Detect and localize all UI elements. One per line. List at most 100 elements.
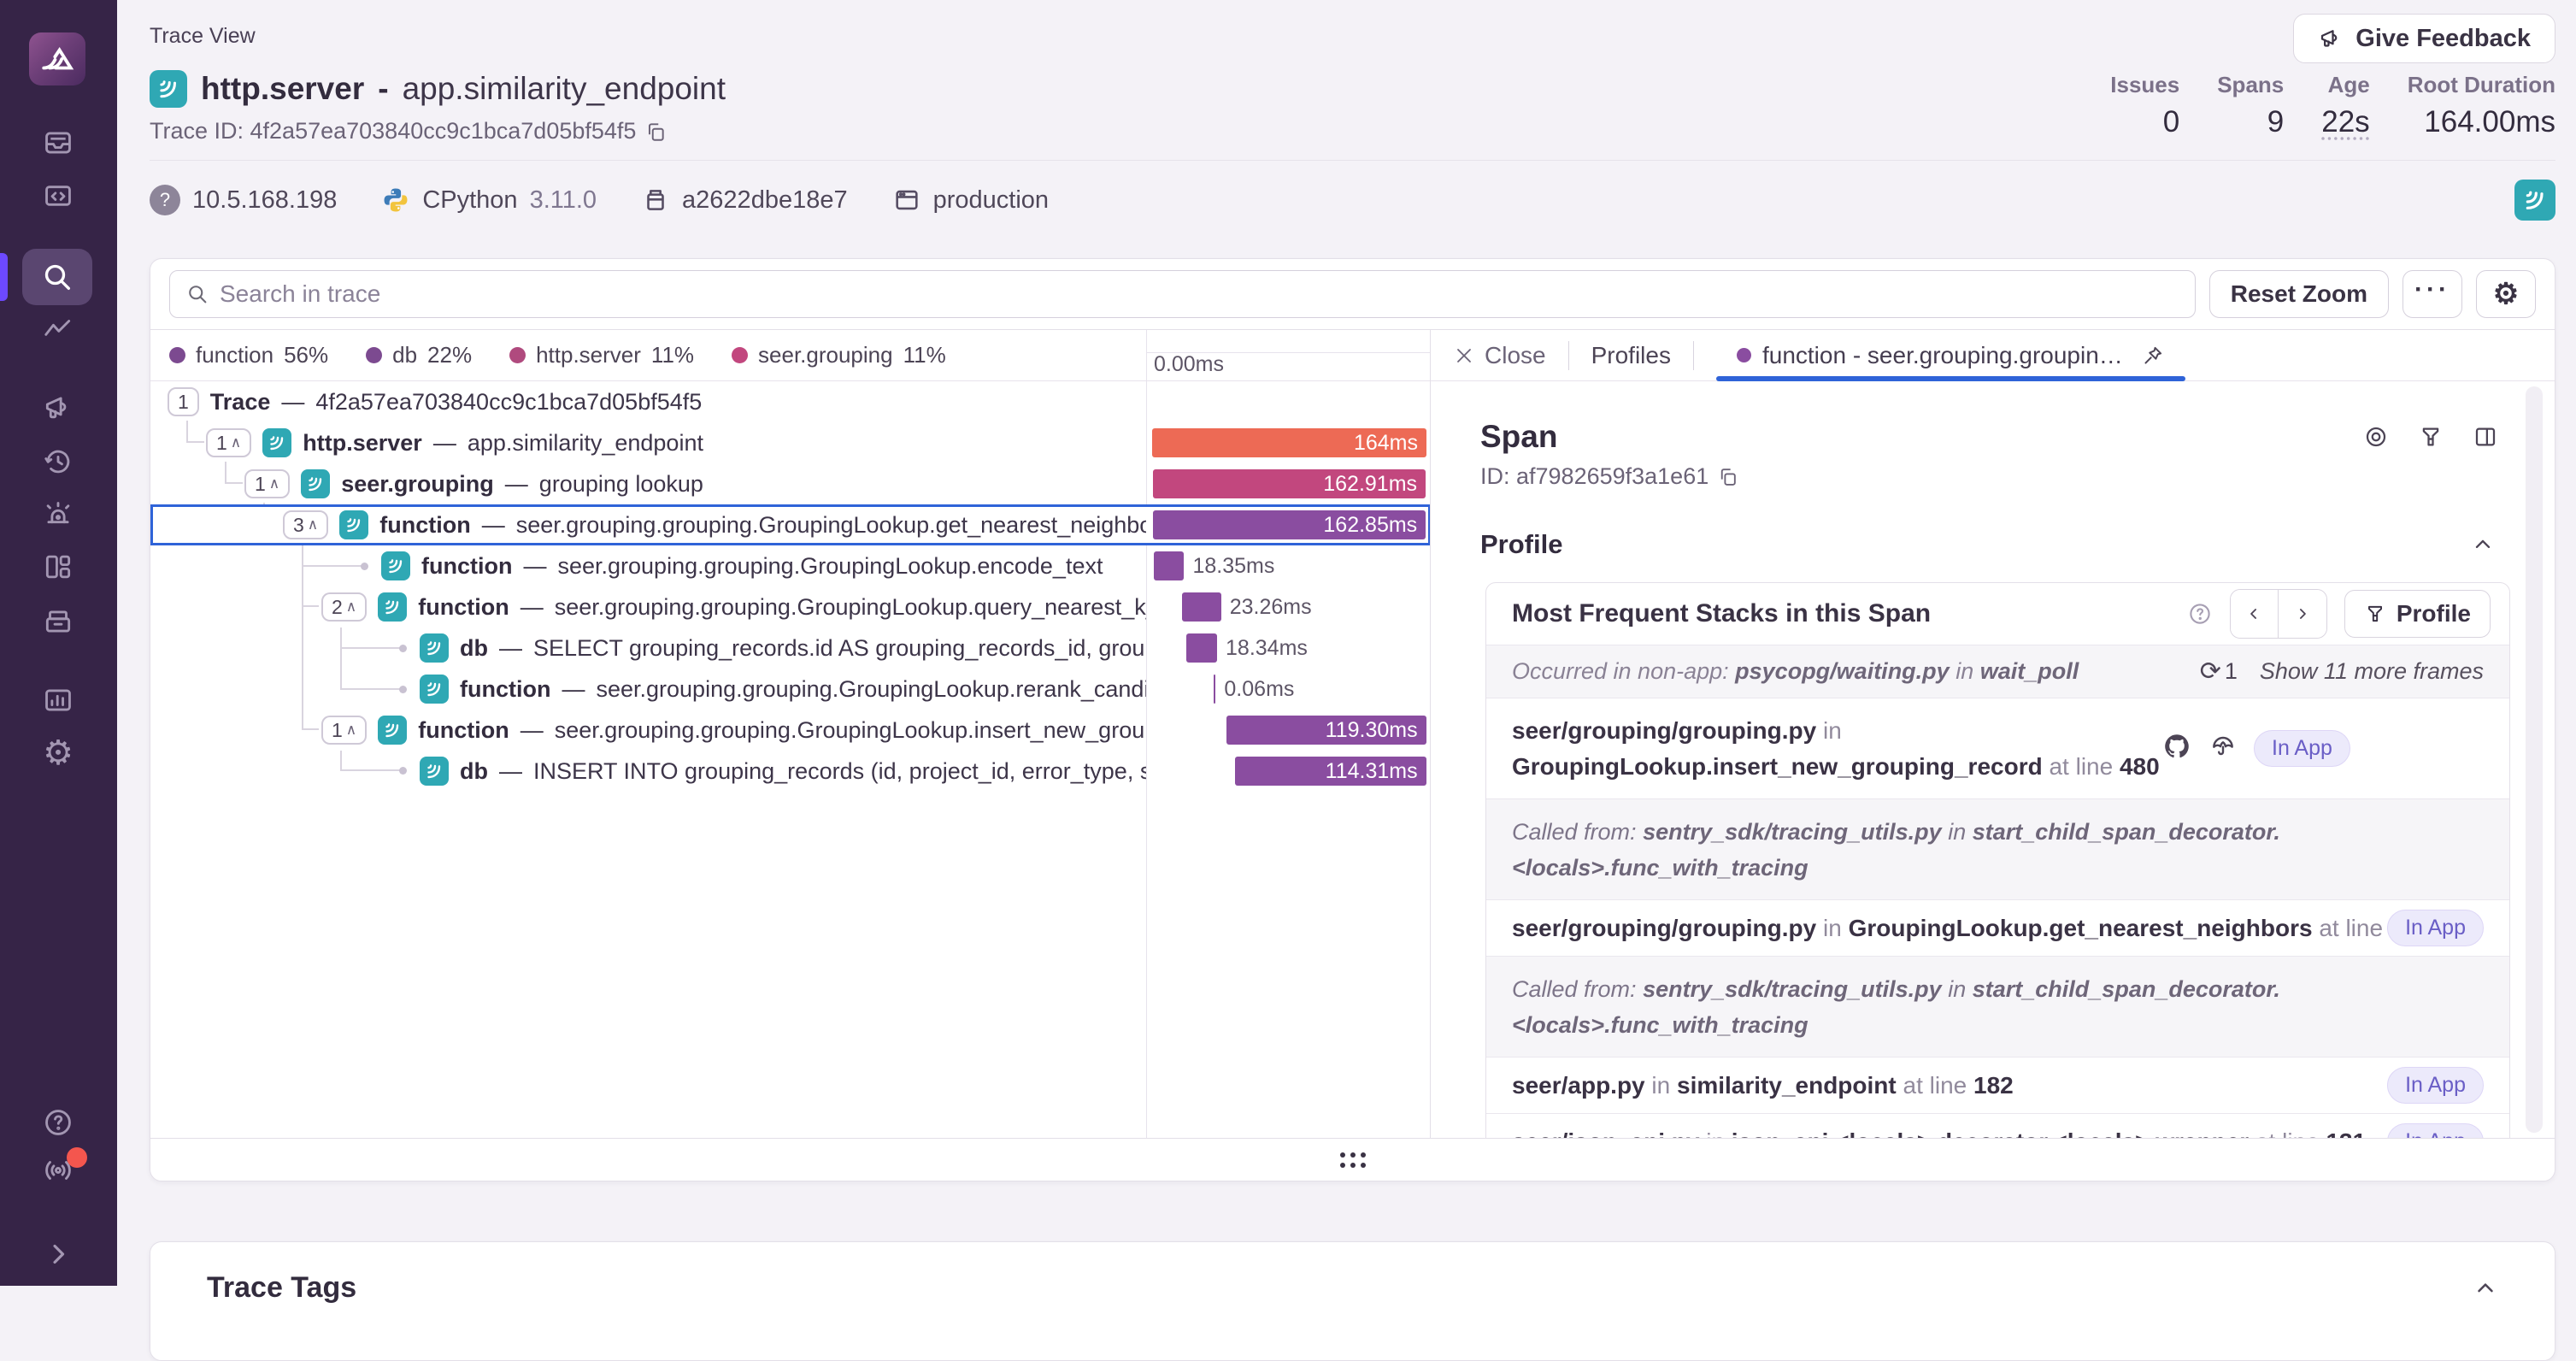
help-icon[interactable]: [39, 1104, 77, 1141]
duration-bar[interactable]: 119.30ms: [1226, 716, 1426, 745]
legend-function[interactable]: function 56%: [169, 342, 328, 368]
sidebar-item-alerts[interactable]: [39, 496, 77, 533]
duration-bar[interactable]: [1186, 633, 1218, 663]
sidebar-item-dashboards[interactable]: [39, 548, 77, 586]
span-row-query-nearest-k[interactable]: 2 ∧ function — seer.grouping.grouping.Group…: [150, 586, 1430, 627]
profile-section-header[interactable]: Profile: [1480, 529, 2495, 560]
copy-icon[interactable]: [644, 121, 667, 143]
span-row-encode-text[interactable]: function — seer.grouping.grouping.Grouping…: [150, 545, 1430, 586]
seer-op-icon: [381, 551, 410, 580]
tab-profiles[interactable]: Profiles: [1591, 341, 1671, 368]
duration-bar[interactable]: [1153, 551, 1185, 580]
stack-frame-row[interactable]: seer/app.py in similarity_endpoint at li…: [1486, 1057, 2509, 1113]
child-count-chip[interactable]: 2 ∧: [321, 592, 368, 622]
give-feedback-button[interactable]: Give Feedback: [2293, 14, 2555, 63]
search-input[interactable]: [220, 280, 2179, 308]
megaphone-icon: [2321, 30, 2338, 47]
sidebar-item-projects[interactable]: [39, 177, 77, 215]
help-icon[interactable]: [2187, 601, 2213, 627]
tree-timeline-divider[interactable]: [1146, 381, 1147, 1138]
prev-stack-button[interactable]: [2230, 590, 2279, 638]
sidebar-item-replays[interactable]: [39, 443, 77, 480]
trace-transaction: app.similarity_endpoint: [402, 71, 726, 106]
stack-frame-row[interactable]: seer/json_api.py in json_api.<locals>.de…: [1486, 1113, 2509, 1138]
meta-environment[interactable]: production: [892, 186, 1049, 215]
duration-label: 18.35ms: [1192, 553, 1275, 578]
duration-bar[interactable]: 114.31ms: [1234, 757, 1426, 786]
sidebar-item-settings[interactable]: ⚙: [43, 734, 74, 772]
meta-ip[interactable]: ? 10.5.168.198: [150, 185, 337, 215]
duration-bar[interactable]: 162.85ms: [1153, 510, 1426, 539]
legend-http-server[interactable]: http.server 11%: [509, 342, 694, 368]
collapse-chevron-icon[interactable]: [2471, 533, 2495, 557]
op-color-dot: [1736, 348, 1751, 362]
github-icon[interactable]: [2161, 731, 2192, 766]
window-icon: [892, 186, 921, 215]
stack-row-occurred: Occurred in non-app: psycopg/waiting.py …: [1486, 645, 2509, 698]
sidebar-item-stats[interactable]: [39, 681, 77, 719]
seer-op-icon: [262, 428, 292, 457]
next-stack-button[interactable]: [2278, 590, 2326, 638]
close-tab-button[interactable]: Close: [1454, 342, 1546, 369]
span-row-seer-grouping[interactable]: 1 ∧ seer.grouping — grouping lookup 162.91m…: [150, 463, 1430, 504]
tab-active-span[interactable]: function - seer.grouping.grouping.G…: [1715, 330, 2185, 381]
split-view-icon[interactable]: [2473, 424, 2498, 450]
trace-op: http.server: [201, 71, 365, 106]
stack-frame-row[interactable]: seer/grouping/grouping.py in GroupingLoo…: [1486, 698, 2509, 798]
legend-seer-grouping[interactable]: seer.grouping 11%: [732, 342, 946, 368]
span-id: ID: af7982659f3a1e61: [1480, 463, 2505, 490]
span-row-rerank-candidates[interactable]: function — seer.grouping.grouping.Grouping…: [150, 669, 1430, 710]
trace-toolbar: Reset Zoom ··· ⚙: [150, 259, 2555, 329]
span-row-get-nearest-neighbors[interactable]: 3 ∧ function — seer.grouping.grouping.Group…: [150, 504, 1430, 545]
duration-bar[interactable]: 162.91ms: [1153, 469, 1426, 498]
child-count-chip[interactable]: 3 ∧: [283, 510, 329, 539]
stat-root-duration: Root Duration 164.00ms: [2407, 72, 2555, 138]
reset-zoom-button[interactable]: Reset Zoom: [2208, 270, 2389, 318]
codecov-icon[interactable]: [2209, 733, 2237, 764]
profile-flame-icon[interactable]: [2418, 424, 2444, 450]
child-count-chip[interactable]: 1 ∧: [206, 428, 252, 457]
meta-runtime[interactable]: CPython 3.11.0: [381, 186, 597, 215]
span-row-http-server[interactable]: 1 ∧ http.server — app.similarity_endpoint 1…: [150, 422, 1430, 463]
in-app-badge: In App: [2387, 1067, 2484, 1104]
sidebar-item-explore[interactable]: [22, 249, 92, 305]
trace-card-footer: [150, 1138, 2555, 1181]
sidebar-item-metrics[interactable]: [39, 310, 77, 348]
show-more-frames-link[interactable]: Show 11 more frames: [2259, 658, 2484, 684]
span-row-db-insert[interactable]: db — INSERT INTO grouping_records (id, pro…: [150, 751, 1430, 792]
resize-handle[interactable]: [1339, 1152, 1366, 1168]
span-row-db-select[interactable]: db — SELECT grouping_records.id AS groupin…: [150, 627, 1430, 669]
seer-platform-icon: [150, 70, 187, 108]
trace-title-row: http.server - app.similarity_endpoint: [150, 70, 726, 108]
legend-db[interactable]: db 22%: [366, 342, 472, 368]
sentry-logo[interactable]: [29, 32, 85, 85]
child-count-chip[interactable]: 1 ∧: [321, 716, 368, 745]
sidebar-item-feedback[interactable]: [39, 389, 77, 427]
trace-search[interactable]: [169, 270, 2196, 318]
span-row-insert-new-grouping[interactable]: 1 ∧ function — seer.grouping.grouping.Group…: [150, 710, 1430, 751]
duration-bar[interactable]: 164ms: [1152, 428, 1426, 457]
stack-frame-row[interactable]: seer/grouping/grouping.py in GroupingLoo…: [1486, 899, 2509, 956]
more-options-button[interactable]: ···: [2403, 270, 2462, 318]
sidebar-expand-icon[interactable]: [39, 1235, 77, 1273]
duration-label: 23.26ms: [1229, 594, 1312, 619]
search-icon: [189, 286, 207, 303]
sidebar-item-releases[interactable]: [39, 603, 77, 640]
open-profile-button[interactable]: Profile: [2344, 590, 2491, 638]
pin-icon[interactable]: [2141, 344, 2165, 368]
focus-span-icon[interactable]: [2363, 424, 2389, 450]
whats-new-icon[interactable]: [39, 1152, 77, 1189]
span-row-trace[interactable]: 1 Trace —4f2a57ea703840cc9c1bca7d05bf54f5: [150, 381, 1430, 422]
close-icon: [1457, 348, 1471, 362]
child-count-chip[interactable]: 1: [168, 387, 199, 416]
duration-bar[interactable]: [1214, 675, 1216, 704]
trace-settings-button[interactable]: ⚙: [2476, 270, 2536, 318]
duration-bar[interactable]: [1182, 592, 1221, 622]
child-count-chip[interactable]: 1 ∧: [244, 469, 291, 498]
details-scrollbar[interactable]: [2526, 386, 2543, 1133]
sidebar-item-issues[interactable]: [39, 124, 77, 162]
meta-host[interactable]: a2622dbe18e7: [641, 186, 848, 215]
copy-icon[interactable]: [1717, 466, 1738, 487]
collapse-chevron-icon[interactable]: [2473, 1276, 2498, 1301]
